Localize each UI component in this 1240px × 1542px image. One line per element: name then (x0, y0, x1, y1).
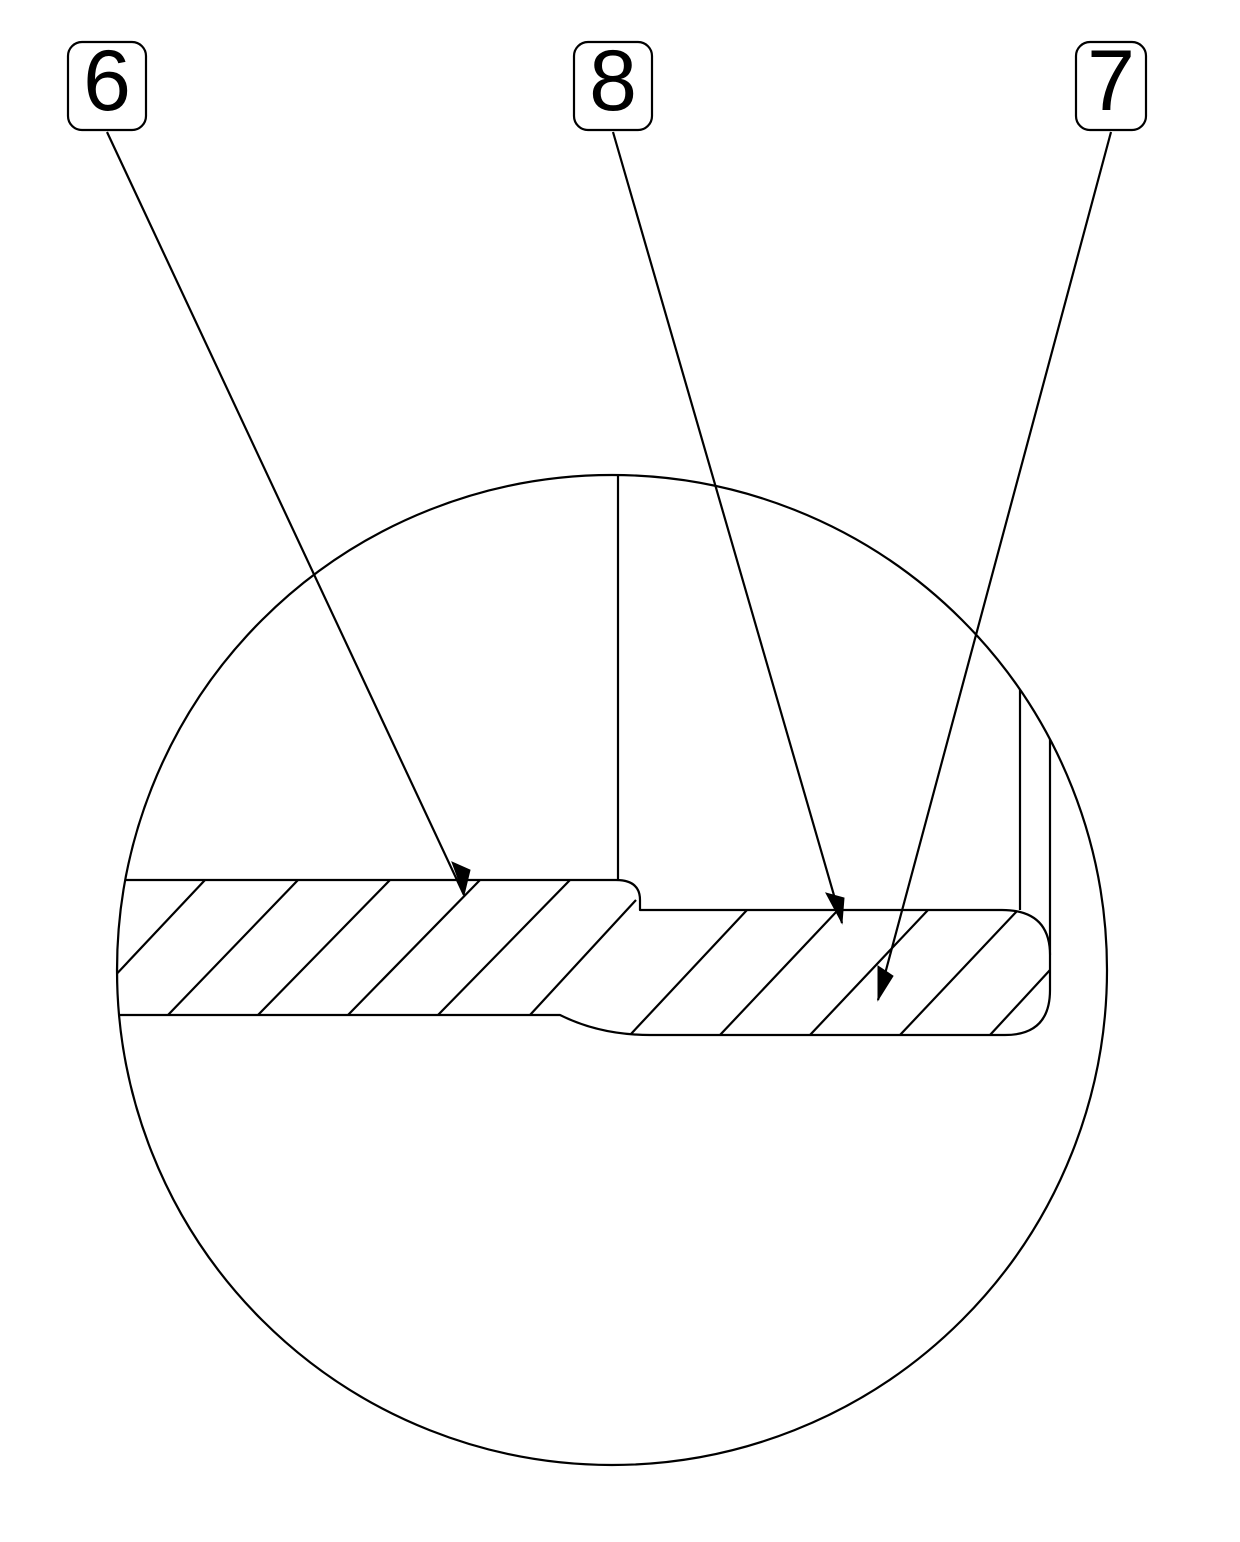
leader-line-8 (613, 132, 842, 923)
label-text-8: 8 (589, 33, 637, 129)
label-text-6: 6 (83, 33, 131, 129)
detail-contents (78, 475, 1050, 1035)
inner-l-shape (618, 475, 1050, 955)
leader-line-6 (107, 132, 464, 895)
label-text-7: 7 (1087, 33, 1135, 129)
leader-line-7 (878, 132, 1111, 1000)
